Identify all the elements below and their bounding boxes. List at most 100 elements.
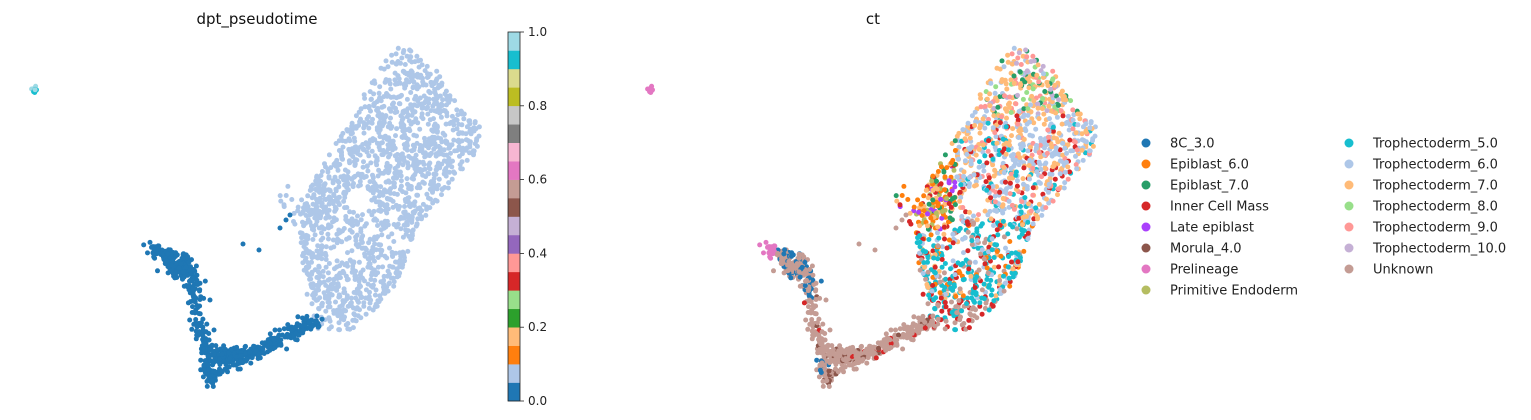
celltype-point (1015, 251, 1021, 257)
pseudotime-point (405, 181, 410, 187)
pseudotime-point (247, 349, 253, 355)
pseudotime-point (305, 193, 311, 199)
colorbar-segment (508, 308, 520, 328)
pseudotime-point (217, 356, 223, 362)
pseudotime-point (231, 361, 237, 367)
pseudotime-point (291, 219, 296, 224)
celltype-point (867, 343, 873, 349)
pseudotime-point (377, 84, 383, 90)
pseudotime-point (471, 148, 476, 154)
celltype-point (1007, 239, 1013, 244)
pseudotime-point (309, 269, 315, 275)
celltype-point (926, 237, 932, 242)
legend-marker (1344, 243, 1354, 253)
celltype-point (921, 193, 927, 199)
pseudotime-point (349, 120, 355, 126)
legend-marker (1141, 201, 1151, 211)
pseudotime-point (415, 98, 421, 104)
pseudotime-point (374, 183, 380, 189)
celltype-point (1071, 138, 1077, 144)
celltype-point (817, 295, 823, 301)
celltype-point (864, 360, 870, 366)
celltype-point (794, 261, 800, 267)
pseudotime-point (345, 169, 351, 175)
pseudotime-point (251, 343, 257, 349)
celltype-point (1010, 224, 1016, 230)
celltype-point (1083, 129, 1089, 135)
celltype-point (972, 123, 978, 128)
celltype-point (939, 215, 945, 221)
pseudotime-point (306, 264, 311, 270)
pseudotime-point (380, 152, 386, 158)
pseudotime-point (277, 193, 283, 199)
pseudotime-point (425, 111, 431, 117)
pseudotime-point (372, 216, 378, 222)
pseudotime-point (458, 166, 464, 172)
celltype-point (1018, 62, 1024, 67)
pseudotime-point (361, 159, 366, 165)
pseudotime-point (189, 310, 195, 315)
pseudotime-point (145, 250, 150, 256)
pseudotime-point (435, 135, 441, 141)
pseudotime-point (343, 214, 349, 219)
celltype-point (992, 199, 998, 205)
celltype-point (1048, 86, 1054, 92)
celltype-point (1021, 248, 1027, 254)
celltype-point (937, 290, 943, 296)
celltype-point (932, 185, 938, 191)
celltype-point (980, 163, 986, 169)
celltype-point (1060, 140, 1066, 146)
pseudotime-point (337, 304, 343, 310)
celltype-point (767, 254, 773, 260)
pseudotime-point (206, 337, 212, 343)
pseudotime-point (314, 248, 320, 254)
pseudotime-point (356, 276, 362, 282)
celltype-point (1064, 150, 1069, 156)
pseudotime-point (384, 136, 390, 142)
pseudotime-point (429, 83, 435, 89)
celltype-point (905, 327, 911, 333)
celltype-point (961, 173, 967, 179)
pseudotime-point (394, 266, 400, 272)
pseudotime-point (238, 353, 244, 359)
pseudotime-point (445, 185, 451, 191)
pseudotime-point (205, 353, 211, 359)
celltype-point (950, 231, 956, 237)
celltype-point (893, 193, 899, 199)
celltype-point (1027, 132, 1033, 138)
celltype-point (1060, 93, 1066, 99)
celltype-point (1040, 63, 1046, 69)
pseudotime-point (455, 112, 461, 118)
pseudotime-point (349, 248, 355, 254)
pseudotime-point (190, 304, 195, 310)
pseudotime-point (299, 197, 305, 203)
pseudotime-point (414, 53, 420, 59)
pseudotime-point (335, 282, 341, 288)
celltype-point (997, 189, 1003, 195)
celltype-point (917, 233, 923, 239)
pseudotime-point (151, 254, 157, 260)
celltype-point (1035, 216, 1040, 222)
celltype-point (1025, 230, 1031, 236)
colorbar-tick-label: 0.8 (528, 99, 547, 113)
pseudotime-point (141, 242, 147, 248)
pseudotime-point (312, 215, 318, 221)
celltype-point (952, 320, 958, 326)
pseudotime-point (333, 160, 338, 166)
pseudotime-point (382, 253, 388, 259)
celltype-point (799, 264, 805, 270)
pseudotime-point (316, 270, 322, 276)
celltype-point (1003, 280, 1008, 286)
pseudotime-point (370, 307, 376, 313)
pseudotime-point (357, 152, 363, 158)
celltype-point (819, 360, 825, 366)
celltype-point (921, 208, 927, 214)
legend-entry: Trophectoderm_10.0 (1344, 242, 1506, 257)
pseudotime-point (358, 237, 364, 243)
pseudotime-point (313, 178, 319, 184)
pseudotime-point (319, 169, 325, 174)
celltype-point (982, 305, 988, 311)
celltype-point (1009, 61, 1015, 67)
celltype-point (941, 270, 947, 276)
celltype-point (1018, 126, 1023, 132)
